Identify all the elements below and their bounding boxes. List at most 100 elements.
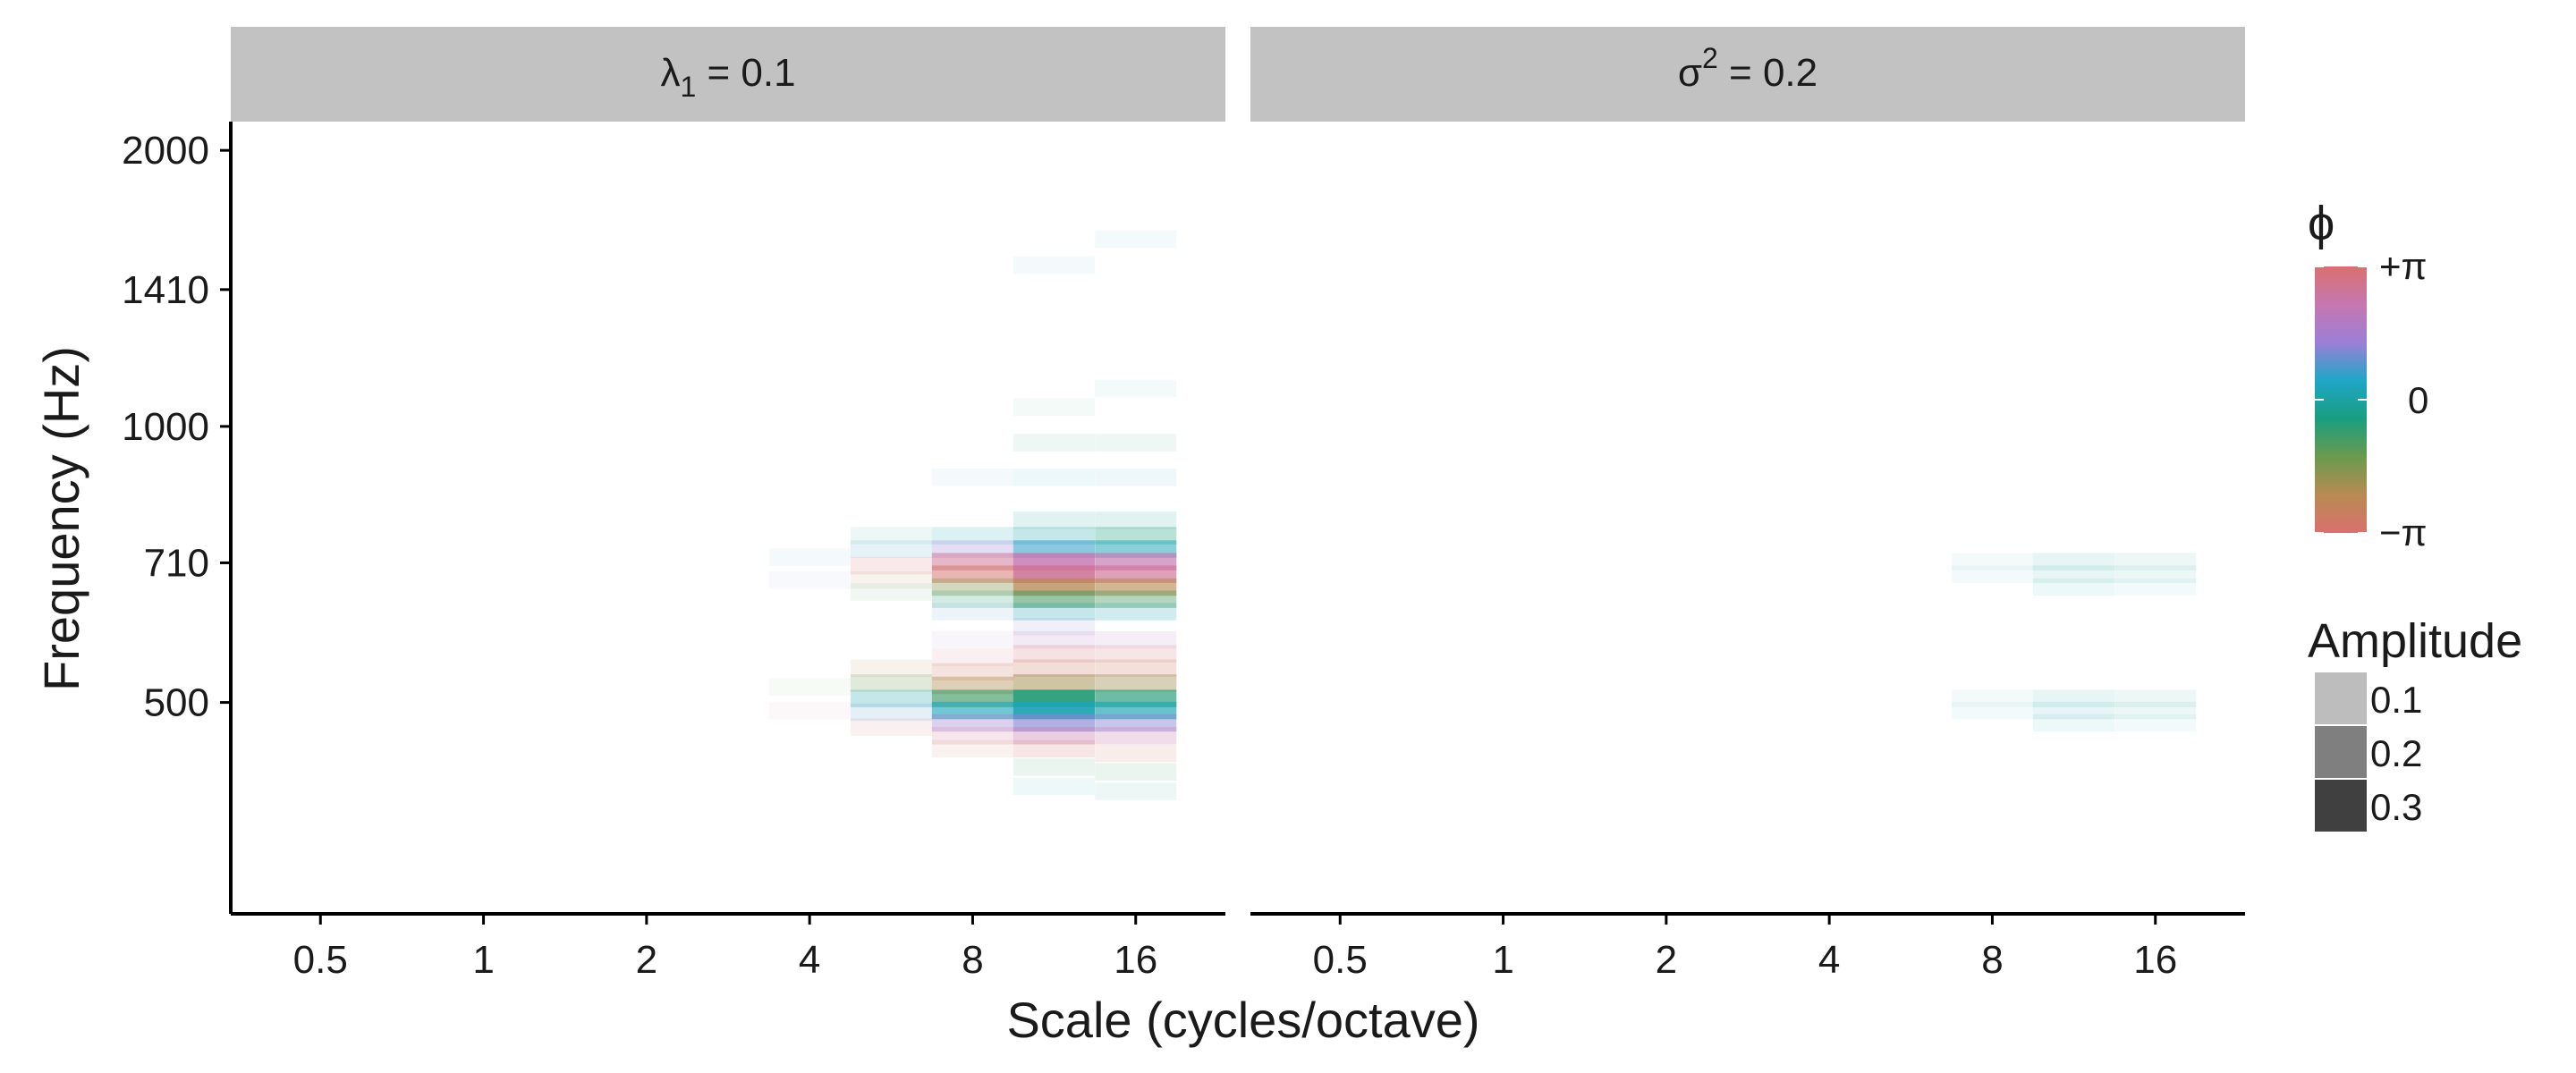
heatmap-cell [2114, 553, 2197, 570]
heatmap-cell [1095, 603, 1177, 621]
heatmap-cell [2114, 578, 2197, 596]
x-tick-label: 2 [636, 938, 657, 982]
heatmap-cell [850, 570, 932, 589]
amplitude-label-0.1: 0.1 [2370, 679, 2422, 721]
heatmap-cell [1095, 469, 1177, 486]
strip-header [231, 27, 1225, 122]
heatmap-cell [931, 630, 1013, 649]
heatmap-cell [931, 603, 1013, 621]
heatmap-cell [2032, 701, 2114, 720]
heatmap-cell [850, 659, 932, 677]
amplitude-legend-title: Amplitude [2308, 614, 2522, 668]
amplitude-label-0.2: 0.2 [2370, 732, 2422, 774]
strip-label: λ1 = 0.1 [660, 51, 795, 103]
x-tick-label: 16 [1114, 938, 1157, 982]
heatmap-cell [1095, 230, 1177, 249]
y-axis-title: Frequency (Hz) [33, 346, 89, 691]
heatmap-cell [1095, 659, 1177, 677]
y-tick-label: 2000 [122, 129, 209, 173]
heatmap-cell [931, 469, 1013, 486]
heatmap-cell [931, 701, 1013, 720]
heatmap-cell [768, 701, 851, 720]
amplitude-key-0.1 [2315, 672, 2367, 724]
heatmap-cell [850, 718, 932, 736]
heatmap-cell [1095, 645, 1177, 663]
heatmap-cell [1013, 398, 1095, 416]
heatmap-cell [931, 527, 1013, 545]
heatmap-cell [2114, 565, 2197, 583]
phase-label-plus-pi: +π [2379, 245, 2428, 287]
heatmap-cell [2032, 578, 2114, 596]
x-axis-title: Scale (cycles/octave) [1006, 992, 1479, 1048]
panel-1: λ1 = 0.1 0.5 1 2 4 8 16 [231, 27, 1225, 982]
heatmap-cell [850, 703, 932, 722]
heatmap-cell [931, 663, 1013, 681]
y-tick-label: 710 [144, 541, 209, 585]
y-tick-label: 1410 [122, 268, 209, 312]
x-tick-label: 0.5 [1313, 938, 1368, 982]
heatmap-cell [850, 689, 932, 707]
heatmap-cell [1951, 701, 2033, 720]
heatmap-cell [1095, 630, 1177, 649]
heatmap-cell [931, 648, 1013, 666]
heatmap-cell [1095, 701, 1177, 720]
heatmap-cell [1013, 777, 1095, 796]
heatmap-cell [1095, 727, 1177, 745]
heatmap-cell [931, 590, 1013, 608]
heatmap-cell [1013, 630, 1095, 649]
heatmap-cell [2032, 689, 2114, 707]
strip-header [1250, 27, 2245, 122]
heatmap-cell [850, 556, 932, 575]
heatmap-cell [1013, 603, 1095, 621]
heatmap-cell [1013, 645, 1095, 663]
heatmap-cell [931, 739, 1013, 758]
heatmap-cell [931, 727, 1013, 745]
heatmap-cell [768, 570, 851, 589]
heatmap-cell [931, 578, 1013, 596]
x-tick-label: 16 [2133, 938, 2177, 982]
heatmap-cell [1951, 689, 2033, 707]
phase-label-minus-pi: −π [2379, 511, 2428, 553]
amplitude-label-0.3: 0.3 [2370, 786, 2422, 828]
phase-legend-title: ϕ [2308, 197, 2334, 250]
heatmap-cell [768, 678, 851, 696]
heatmap-cell [1013, 256, 1095, 275]
amplitude-key-0.2 [2315, 726, 2367, 778]
heatmap-cell [1095, 379, 1177, 398]
y-axis: 2000 1410 1000 710 500 [122, 122, 233, 914]
heatmap-cell [2114, 689, 2197, 707]
x-tick-label: 1 [1492, 938, 1513, 982]
x-tick-label: 2 [1656, 938, 1677, 982]
heatmap-cell [1095, 590, 1177, 608]
heatmap-cell [931, 565, 1013, 583]
facet-panels: λ1 = 0.1 0.5 1 2 4 8 16 σ2 = 0.2 0.5 1 2 4 8 16 [231, 27, 2245, 982]
heatmap-cell [1013, 469, 1095, 486]
x-tick-label: 4 [799, 938, 820, 982]
x-tick-label: 1 [472, 938, 494, 982]
phase-legend: ϕ +π 0 −π [2308, 197, 2428, 553]
heatmap-cell [1013, 659, 1095, 677]
phase-label-zero: 0 [2408, 379, 2428, 421]
heatmap-cell [1095, 511, 1177, 529]
heatmap-cell [2032, 565, 2114, 583]
amplitude-key-0.3 [2315, 780, 2367, 832]
heatmap-cell [1095, 527, 1177, 545]
heatmap-cell [850, 527, 932, 545]
heatmap-cell [1095, 763, 1177, 781]
heatmap-cell [850, 674, 932, 692]
heatmap-cell [850, 540, 932, 558]
panel-2: σ2 = 0.2 0.5 1 2 4 8 16 [1250, 27, 2245, 982]
x-tick-label: 4 [1818, 938, 1840, 982]
heatmap-cell [1013, 618, 1095, 636]
x-tick-label: 0.5 [293, 938, 348, 982]
heatmap-cell [1951, 565, 2033, 583]
heatmap-cell [2032, 553, 2114, 570]
heatmap-cell [1013, 511, 1095, 529]
heatmap-cell [2032, 714, 2114, 732]
heatmap-cell [1095, 674, 1177, 692]
x-tick-label: 8 [962, 938, 983, 982]
heatmap-cell [2114, 701, 2197, 720]
heatmap-cell [931, 714, 1013, 732]
heatmap-cell [1013, 674, 1095, 692]
